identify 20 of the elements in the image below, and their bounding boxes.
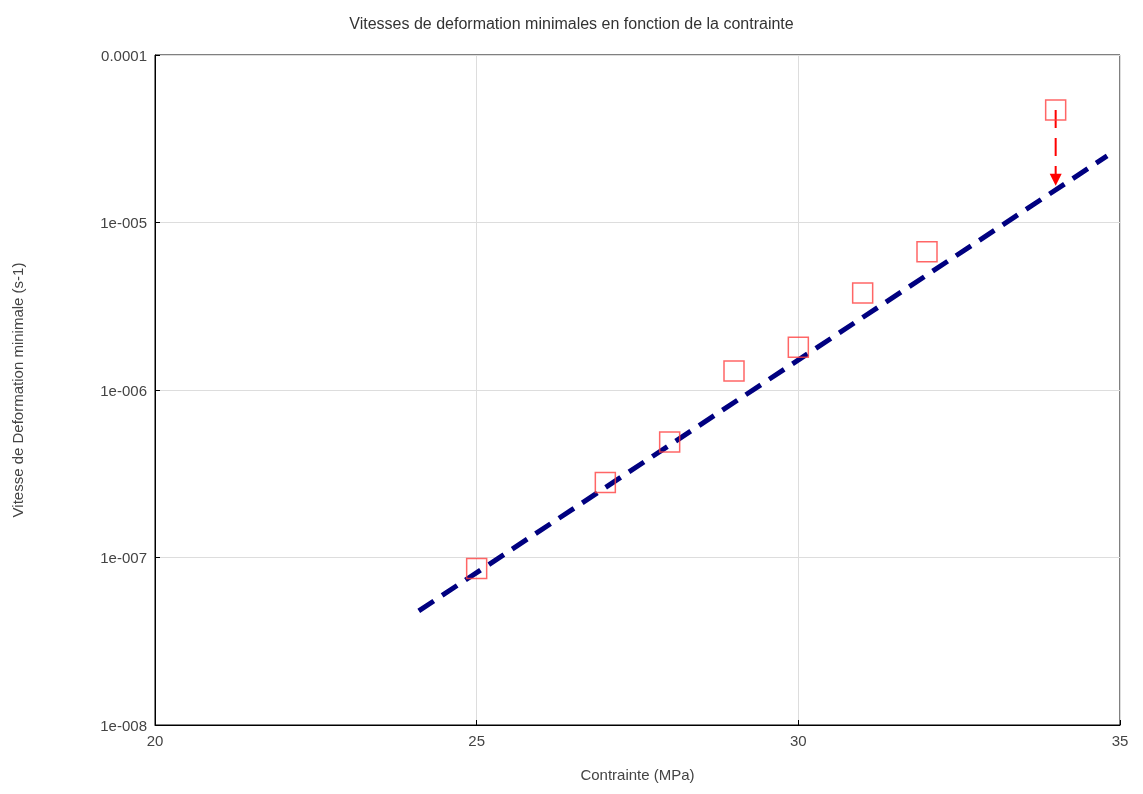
y-tick-label: 1e-007 — [100, 549, 147, 566]
point — [658, 431, 681, 453]
y-tick-label: 1e-005 — [100, 214, 147, 231]
chart-title: Vitesses de deformation minimales en fonction de la contrainte — [349, 14, 794, 32]
point — [723, 360, 745, 382]
point — [851, 282, 874, 304]
point — [465, 557, 488, 580]
point — [916, 240, 938, 263]
point — [1044, 99, 1067, 121]
y-tick-label: 0.0001 — [101, 46, 147, 64]
y-tick-label: 1e-006 — [100, 381, 147, 399]
x-axis-title: Contrainte (MPa) — [580, 766, 695, 783]
x-tick-label: 30 — [789, 732, 807, 749]
point — [594, 471, 617, 494]
x-tick-label: 35 — [1111, 732, 1129, 749]
x-tick-label: 20 — [146, 732, 164, 749]
y-axis-title: Vitesse de Deformation minimale (s-1) — [9, 262, 26, 518]
y-tick-label: 1e-008 — [100, 716, 147, 734]
x-tick-label: 25 — [468, 732, 486, 749]
point — [787, 336, 810, 358]
